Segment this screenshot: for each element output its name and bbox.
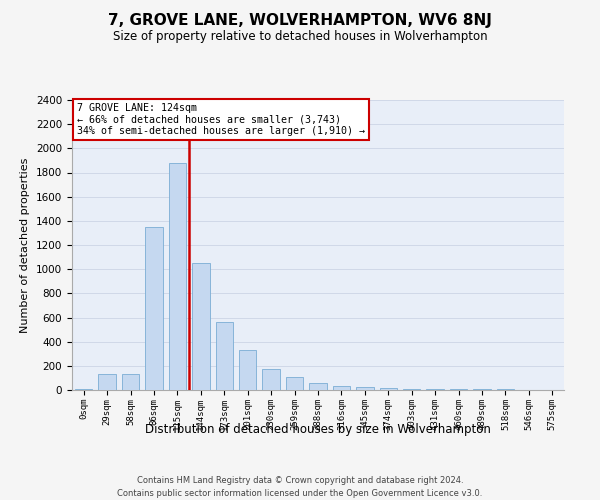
Text: Distribution of detached houses by size in Wolverhampton: Distribution of detached houses by size … (145, 422, 491, 436)
Bar (239, 350, 256, 390)
Bar (122, 374, 139, 390)
Bar (380, 388, 397, 390)
Text: 7, GROVE LANE, WOLVERHAMPTON, WV6 8NJ: 7, GROVE LANE, WOLVERHAMPTON, WV6 8NJ (108, 12, 492, 28)
Bar (75, 389, 92, 390)
Text: Contains public sector information licensed under the Open Government Licence v3: Contains public sector information licen… (118, 489, 482, 498)
Bar (427, 389, 444, 390)
Text: Contains HM Land Registry data © Crown copyright and database right 2024.: Contains HM Land Registry data © Crown c… (137, 476, 463, 485)
Bar (262, 370, 280, 390)
Bar (332, 386, 350, 390)
Bar (145, 227, 163, 390)
Bar (286, 376, 304, 390)
Bar (309, 383, 327, 390)
Text: 7 GROVE LANE: 124sqm
← 66% of detached houses are smaller (3,743)
34% of semi-de: 7 GROVE LANE: 124sqm ← 66% of detached h… (77, 103, 365, 136)
Text: Size of property relative to detached houses in Wolverhampton: Size of property relative to detached ho… (113, 30, 487, 43)
Y-axis label: Number of detached properties: Number of detached properties (20, 158, 31, 332)
Bar (403, 389, 421, 390)
Bar (192, 263, 209, 390)
Bar (215, 322, 233, 390)
Bar (356, 387, 374, 390)
Bar (98, 374, 116, 390)
Bar (169, 163, 186, 390)
